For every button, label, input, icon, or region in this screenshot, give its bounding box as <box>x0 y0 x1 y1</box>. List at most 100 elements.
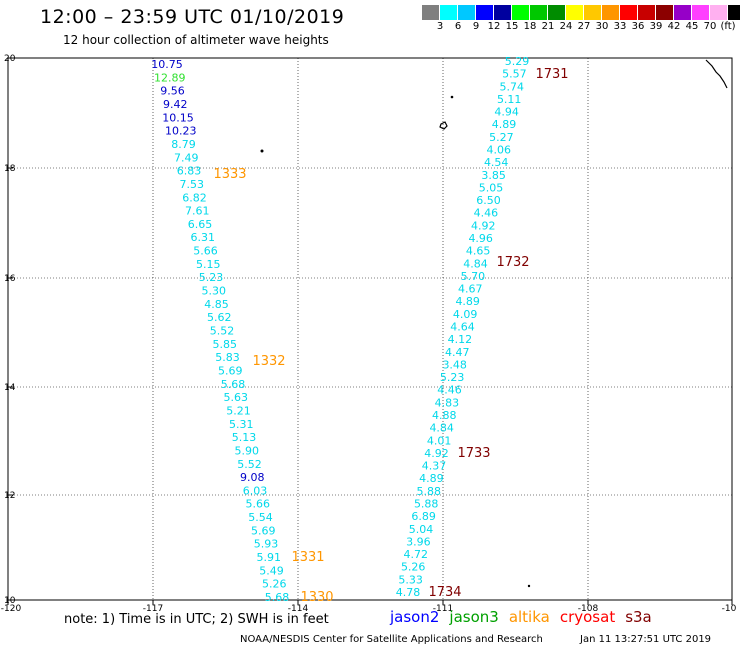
island-outline <box>439 121 448 130</box>
legend-label: 3 <box>436 21 444 32</box>
wave-height-label: 4.84 <box>463 257 488 270</box>
wave-height-label: 5.63 <box>224 391 249 404</box>
pass-time-label: 1332 <box>252 354 285 369</box>
wave-height-label: 5.30 <box>202 285 227 298</box>
wave-height-label: 6.83 <box>177 165 202 178</box>
wave-height-label: 5.52 <box>237 458 262 471</box>
wave-height-label: 5.74 <box>500 80 525 93</box>
wave-height-label: 4.09 <box>453 308 478 321</box>
wave-height-label: 5.66 <box>193 245 218 258</box>
latitude-label: 10 <box>4 596 16 606</box>
latitude-label: 14 <box>4 383 16 393</box>
wave-height-label: 6.65 <box>188 218 213 231</box>
legend-swatch <box>710 5 728 20</box>
longitude-label: -111 <box>433 604 453 614</box>
legend-label: 9 <box>472 21 480 32</box>
legend-label: 15 <box>505 21 519 32</box>
legend-label: 18 <box>523 21 537 32</box>
wave-height-label: 10.75 <box>151 58 183 71</box>
legend-swatch <box>548 5 566 20</box>
legend-swatch <box>692 5 710 20</box>
legend-label: 70 <box>703 21 717 32</box>
wave-height-label: 4.89 <box>492 118 517 131</box>
wave-height-label: 3.85 <box>481 169 506 182</box>
pass-time-label: 1734 <box>428 585 461 600</box>
wave-height-label: 5.29 <box>505 55 530 68</box>
wave-height-label: 3.96 <box>406 535 431 548</box>
wave-height-label: 5.57 <box>502 68 527 81</box>
wave-height-label: 5.91 <box>257 551 282 564</box>
wave-height-label: 5.68 <box>265 591 290 604</box>
latitude-label: 18 <box>4 164 16 174</box>
wave-height-label: 5.04 <box>409 523 434 536</box>
wave-height-values: 10.7512.899.569.4210.1510.238.797.496.83… <box>151 55 529 604</box>
wave-height-label: 5.27 <box>489 131 514 144</box>
island-dot <box>527 584 531 588</box>
wave-height-label: 4.46 <box>437 384 462 397</box>
island-dot <box>450 95 454 99</box>
legend-label: 42 <box>667 21 681 32</box>
wave-height-label: 6.82 <box>182 191 207 204</box>
wave-height-label: 6.50 <box>476 194 501 207</box>
legend-swatch <box>602 5 620 20</box>
legend-swatch <box>674 5 692 20</box>
satellite-name: s3a <box>625 608 652 626</box>
legend-label: 12 <box>487 21 501 32</box>
wave-height-label: 9.56 <box>160 85 185 98</box>
latitude-label: 20 <box>4 54 16 64</box>
wave-height-label: 4.96 <box>468 232 493 245</box>
legend-swatch <box>440 5 458 20</box>
wave-height-label: 4.37 <box>422 460 447 473</box>
wave-height-label: 5.68 <box>221 378 246 391</box>
wave-height-label: 4.78 <box>396 586 421 599</box>
wave-height-label: 5.90 <box>235 444 260 457</box>
wave-height-label: 8.79 <box>171 138 196 151</box>
wave-height-label: 4.89 <box>455 295 480 308</box>
legend-swatch <box>512 5 530 20</box>
axis-labels: -120 -117 -114 -111 -108 -10 20 18 16 14 12 10 <box>1 54 737 614</box>
wave-height-label: 4.83 <box>435 396 460 409</box>
wave-height-label: 4.01 <box>427 434 452 447</box>
color-legend <box>422 5 740 20</box>
legend-swatch <box>476 5 494 20</box>
legend-label: 24 <box>559 21 573 32</box>
wave-height-label: 4.47 <box>445 346 470 359</box>
wave-height-label: 7.61 <box>185 205 210 218</box>
wave-height-label: 5.70 <box>461 270 486 283</box>
legend-swatch <box>530 5 548 20</box>
pass-time-label: 1733 <box>457 446 490 461</box>
coastline-segment <box>705 59 728 89</box>
legend-label: 6 <box>454 21 462 32</box>
wave-height-label: 5.85 <box>213 338 238 351</box>
page-subtitle: 12 hour collection of altimeter wave hei… <box>63 33 329 47</box>
legend-swatch <box>728 5 740 20</box>
wave-height-label: 5.21 <box>226 404 251 417</box>
credit-line: NOAA/NESDIS Center for Satellite Applica… <box>240 634 543 645</box>
legend-swatch <box>566 5 584 20</box>
wave-height-label: 4.72 <box>404 548 429 561</box>
generated-timestamp: Jan 11 13:27:51 UTC 2019 <box>580 634 712 645</box>
wave-height-label: 4.92 <box>424 447 449 460</box>
wave-height-label: 4.85 <box>204 298 229 311</box>
wave-height-label: 5.23 <box>440 371 465 384</box>
legend-swatch <box>638 5 656 20</box>
wave-height-label: 5.23 <box>199 271 224 284</box>
wave-height-label: 4.84 <box>429 422 454 435</box>
wave-height-label: 10.15 <box>162 111 194 124</box>
wave-height-label: 4.67 <box>458 283 483 296</box>
pass-time-label: 1331 <box>291 550 324 565</box>
wave-height-label: 6.89 <box>411 510 436 523</box>
longitude-label: -108 <box>578 604 599 614</box>
wave-height-label: 4.12 <box>448 333 473 346</box>
wave-height-label: 5.49 <box>259 564 284 577</box>
satellite-name: altika <box>508 608 550 626</box>
pass-time-labels: 1333 1332 1331 1330 1731 1732 1733 1734 <box>213 67 568 605</box>
legend-label: (ft) <box>720 21 736 32</box>
wave-height-label: 4.54 <box>484 156 509 169</box>
legend-label: 27 <box>577 21 591 32</box>
wave-height-label: 5.13 <box>232 431 257 444</box>
satellite-name: cryosat <box>559 608 616 626</box>
wave-height-label: 7.53 <box>180 178 205 191</box>
map-border <box>7 57 733 601</box>
